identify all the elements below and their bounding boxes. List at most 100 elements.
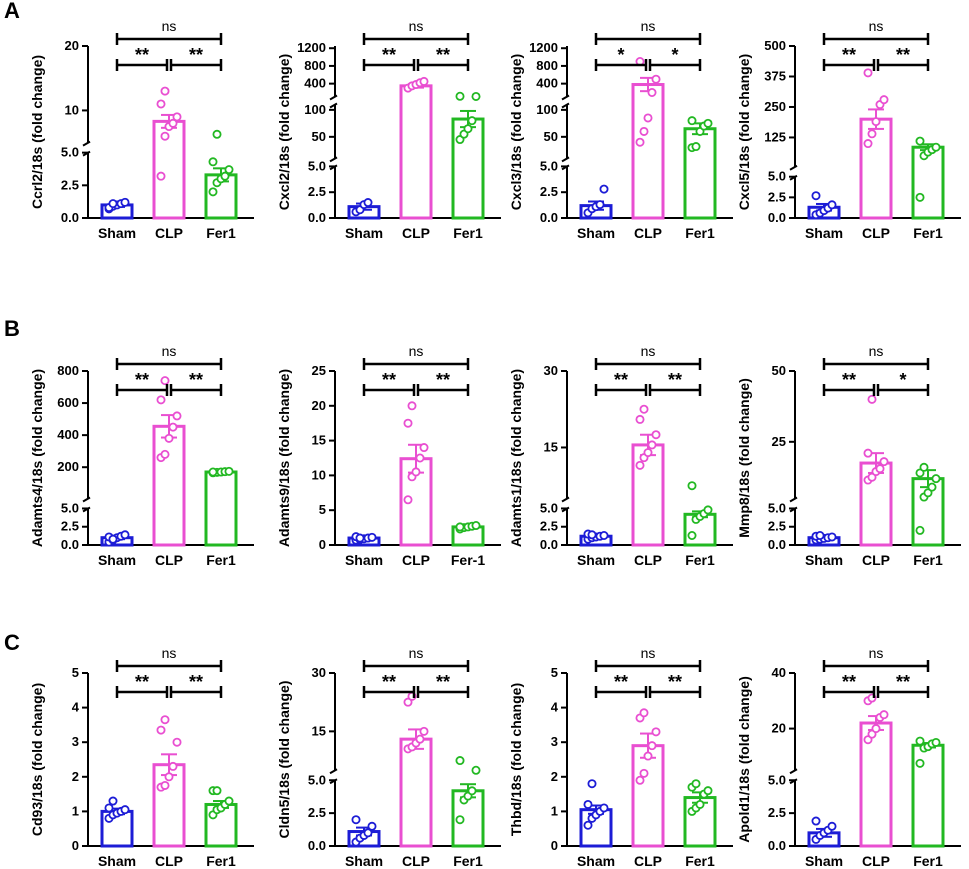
- data-point: [811, 191, 821, 201]
- significance-label: **: [668, 370, 682, 390]
- significance-label: ns: [409, 645, 424, 661]
- x-category-label: Fer1: [913, 225, 943, 241]
- data-point: [415, 734, 425, 744]
- data-point: [120, 530, 130, 540]
- data-point: [120, 197, 130, 207]
- data-point: [915, 736, 925, 746]
- x-category-label: Fer1: [913, 552, 943, 568]
- y-tick-label: 2.5: [768, 189, 786, 204]
- y-tick-label: 2.5: [61, 177, 79, 192]
- data-point: [168, 118, 178, 128]
- y-tick-label: 0.0: [61, 537, 79, 552]
- data-point: [108, 534, 118, 544]
- bar-fer1: [911, 145, 945, 220]
- data-point: [687, 116, 697, 126]
- y-tick-label: 20: [772, 721, 786, 736]
- axis-break-mark: [329, 156, 338, 163]
- data-point: [407, 401, 417, 411]
- x-category-label: CLP: [402, 225, 430, 241]
- data-point: [208, 187, 218, 197]
- y-tick-label: 5.0: [768, 772, 786, 787]
- y-tick-label: 10: [312, 467, 326, 482]
- data-point: [156, 395, 166, 405]
- y-tick-label: 25: [312, 363, 326, 378]
- y-tick-label: 2.5: [768, 519, 786, 534]
- data-point: [224, 796, 234, 806]
- data-point: [108, 199, 118, 209]
- y-tick-label: 5.0: [540, 500, 558, 515]
- y-tick-label: 0.0: [308, 838, 326, 853]
- axis-break-mark: [561, 156, 570, 163]
- y-tick-label: 0.0: [768, 210, 786, 225]
- data-point: [224, 165, 234, 175]
- y-axis-label: Ccrl2/18s (fold change): [29, 55, 45, 209]
- significance-label: **: [189, 45, 203, 65]
- data-point: [160, 449, 170, 459]
- data-point: [419, 443, 429, 453]
- data-point: [647, 440, 657, 450]
- y-tick-label: 2: [551, 769, 558, 784]
- y-axis-label: Cd93/18s (fold change): [29, 683, 45, 836]
- bar-fer1: [204, 470, 238, 547]
- significance-label: *: [671, 45, 678, 65]
- x-category-label: CLP: [155, 552, 183, 568]
- x-category-label: CLP: [862, 552, 890, 568]
- data-point: [467, 786, 477, 796]
- y-tick-label: 5.0: [308, 772, 326, 787]
- x-category-label: CLP: [155, 853, 183, 869]
- chart-11: 0 1 2 3 4 5 Thbd/18s (fold change) Sham CLP Fer1 *…: [508, 645, 733, 869]
- chart-8: 0.0 2.5 5.0 25 50 Mmp8/18s (fold change) Sham C…: [736, 343, 961, 568]
- significance-label: **: [842, 45, 856, 65]
- y-tick-label: 200: [57, 459, 79, 474]
- chart-5: 0.0 2.5 5.0 200 400 600 800 Adamts4/18s (fold c…: [29, 343, 254, 568]
- x-category-label: CLP: [634, 225, 662, 241]
- y-tick-label: 100: [536, 102, 558, 117]
- data-point: [931, 474, 941, 484]
- x-category-label: Sham: [805, 552, 843, 568]
- x-category-label: Fer1: [913, 853, 943, 869]
- y-tick-label: 800: [536, 58, 558, 73]
- data-point: [599, 184, 609, 194]
- y-tick-label: 400: [536, 76, 558, 91]
- y-tick-label: 5.0: [61, 145, 79, 160]
- y-tick-label: 1: [72, 803, 79, 818]
- significance-label: ns: [869, 343, 884, 359]
- y-tick-label: 2.5: [308, 184, 326, 199]
- axis-break-mark: [329, 94, 338, 101]
- y-tick-label: 250: [764, 99, 786, 114]
- x-category-label: Sham: [345, 853, 383, 869]
- y-tick-label: 400: [57, 427, 79, 442]
- data-point: [635, 137, 645, 147]
- data-point: [587, 779, 597, 789]
- data-point: [419, 76, 429, 86]
- data-point: [639, 404, 649, 414]
- significance-label: **: [436, 370, 450, 390]
- chart-7: 0.0 2.5 5.0 15 30 Adamts1/18s (fold change) Sh…: [508, 343, 733, 568]
- data-point: [455, 756, 465, 766]
- bar-clp: [152, 424, 186, 547]
- axis-break-mark: [789, 768, 798, 775]
- x-category-label: Sham: [98, 225, 136, 241]
- data-point: [927, 482, 937, 492]
- data-point: [160, 86, 170, 96]
- data-point: [355, 533, 365, 543]
- data-point: [367, 532, 377, 542]
- y-tick-label: 0.0: [540, 537, 558, 552]
- data-point: [639, 708, 649, 718]
- chart-1: 0.0 2.5 5.0 10 20 Ccrl2/18s (fold change) Sham…: [29, 18, 254, 241]
- chart-4: 0.0 2.5 5.0 125 250 375 500 Cxcl5/18s (fold cha…: [736, 18, 961, 241]
- y-tick-label: 5.0: [540, 158, 558, 173]
- y-tick-label: 30: [544, 363, 558, 378]
- data-point: [104, 803, 114, 813]
- data-point: [643, 448, 653, 458]
- axis-break-mark: [82, 140, 91, 147]
- data-point: [224, 466, 234, 476]
- data-point: [208, 467, 218, 477]
- significance-label: **: [189, 370, 203, 390]
- data-point: [871, 724, 881, 734]
- data-point: [879, 710, 889, 720]
- y-axis-label: Mmp8/18s (fold change): [736, 378, 752, 537]
- y-axis-label: Cxcl3/18s (fold change): [508, 54, 524, 210]
- x-category-label: Fer1: [206, 853, 236, 869]
